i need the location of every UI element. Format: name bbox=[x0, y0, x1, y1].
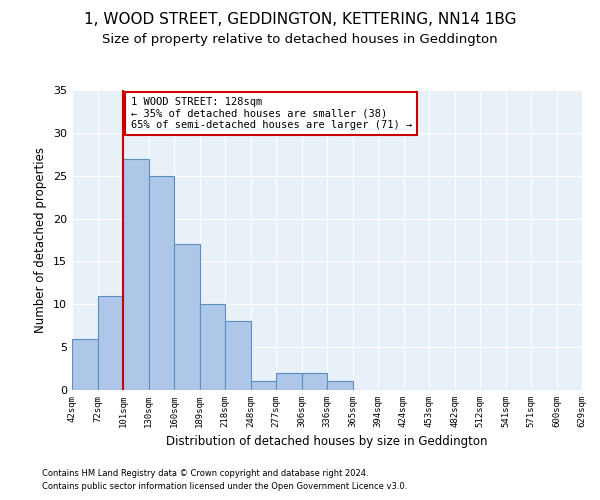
X-axis label: Distribution of detached houses by size in Geddington: Distribution of detached houses by size … bbox=[166, 436, 488, 448]
Bar bbox=[276, 373, 302, 390]
Bar bbox=[97, 296, 123, 390]
Text: Contains public sector information licensed under the Open Government Licence v3: Contains public sector information licen… bbox=[42, 482, 407, 491]
Text: Contains HM Land Registry data © Crown copyright and database right 2024.: Contains HM Land Registry data © Crown c… bbox=[42, 468, 368, 477]
Bar bbox=[174, 244, 199, 390]
Bar bbox=[302, 373, 327, 390]
Bar bbox=[251, 382, 276, 390]
Bar bbox=[72, 338, 97, 390]
Bar bbox=[123, 158, 149, 390]
Text: 1, WOOD STREET, GEDDINGTON, KETTERING, NN14 1BG: 1, WOOD STREET, GEDDINGTON, KETTERING, N… bbox=[84, 12, 516, 28]
Bar bbox=[327, 382, 353, 390]
Text: 1 WOOD STREET: 128sqm
← 35% of detached houses are smaller (38)
65% of semi-deta: 1 WOOD STREET: 128sqm ← 35% of detached … bbox=[131, 97, 412, 130]
Bar bbox=[225, 322, 251, 390]
Text: Size of property relative to detached houses in Geddington: Size of property relative to detached ho… bbox=[102, 32, 498, 46]
Y-axis label: Number of detached properties: Number of detached properties bbox=[34, 147, 47, 333]
Bar bbox=[149, 176, 174, 390]
Bar bbox=[199, 304, 225, 390]
